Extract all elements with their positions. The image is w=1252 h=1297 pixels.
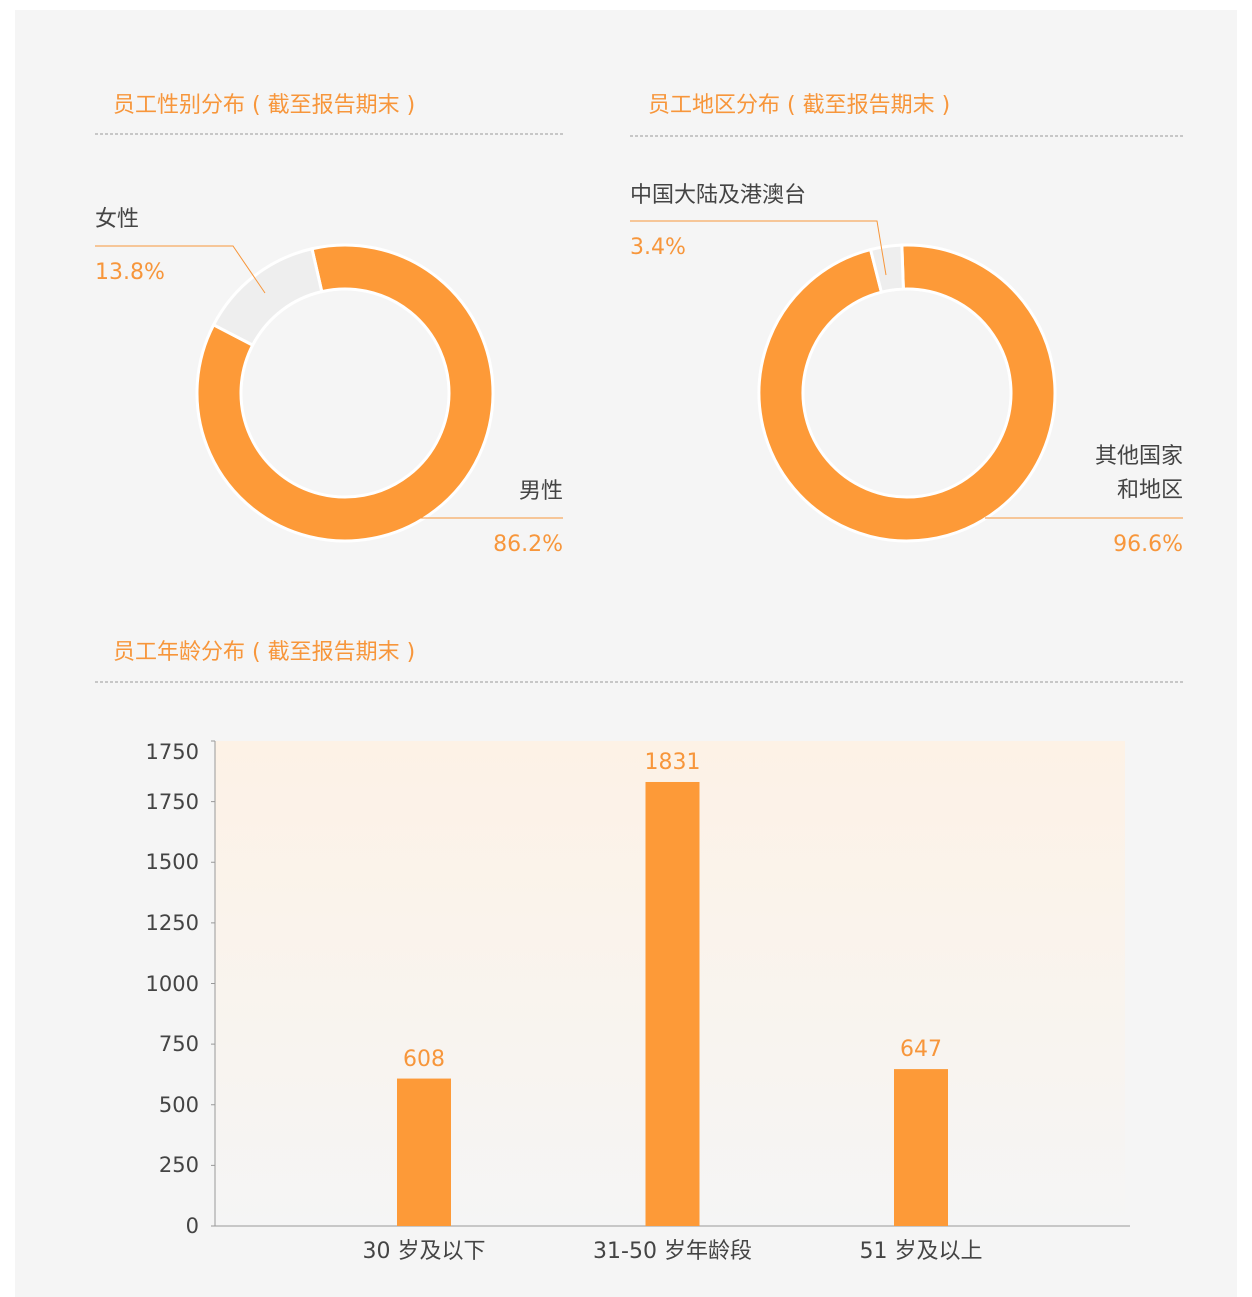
slice-value: 3.4%: [630, 235, 686, 260]
bar: [397, 1078, 451, 1226]
x-tick-label: 30 岁及以下: [362, 1239, 486, 1264]
y-tick-label: 1500: [145, 850, 199, 875]
y-tick-label: 1750: [145, 789, 199, 814]
y-tick-label: 750: [158, 1032, 199, 1057]
bar: [645, 781, 700, 1226]
slice-label: 男性: [518, 479, 563, 504]
bar-value-label: 1831: [644, 749, 701, 775]
bar: [894, 1069, 948, 1226]
slice-label: 女性: [95, 207, 140, 232]
y-tick-label: 1750: [145, 740, 199, 764]
y-tick-label: 250: [158, 1153, 199, 1178]
donut-segment: [211, 246, 324, 348]
chart-title: 员工性别分布 ( 截至报告期末 ): [113, 93, 416, 118]
y-tick-label: 0: [185, 1214, 199, 1238]
leader-line: [95, 245, 266, 294]
slice-label: 中国大陆及港澳台: [630, 183, 807, 208]
donut-segment: [757, 243, 1057, 543]
y-tick-label: 1000: [145, 971, 199, 996]
x-tick-label: 51 岁及以上: [859, 1239, 983, 1264]
y-tick-label: 1250: [145, 910, 199, 935]
leader-line: [630, 220, 887, 276]
slice-value: 13.8%: [95, 260, 165, 285]
bar-value-label: 647: [900, 1037, 942, 1063]
x-tick-label: 31-50 岁年龄段: [593, 1239, 752, 1264]
y-tick-label: 500: [158, 1092, 199, 1117]
bar-value-label: 608: [403, 1046, 445, 1072]
donut-segment: [195, 243, 495, 543]
chart-title: 员工地区分布 ( 截至报告期末 ): [648, 93, 951, 118]
chart-title: 员工年龄分布 ( 截至报告期末 ): [113, 640, 416, 665]
slice-value: 86.2%: [493, 532, 563, 557]
slice-value: 96.6%: [1113, 532, 1183, 557]
slice-label: 其他国家和地区: [1094, 444, 1183, 503]
